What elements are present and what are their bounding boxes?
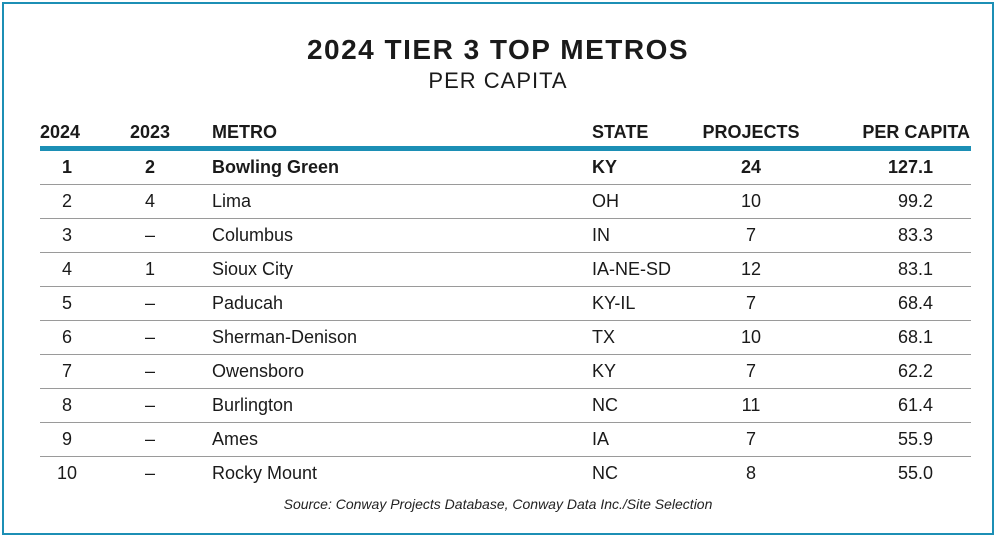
cell-rank-2023: – <box>144 395 155 415</box>
cell-rank-2024: 2 <box>61 191 72 211</box>
table-row: 10 – Rocky Mount NC 8 55.0 <box>40 457 971 490</box>
cell-per-capita: 68.1 <box>897 327 933 347</box>
cell-projects: 24 <box>740 157 762 177</box>
table-body: 1 2 Bowling Green KY 24 127.1 2 4 Lima OH 10 99.2 3–… <box>40 151 971 490</box>
cell-projects: 11 <box>741 395 761 415</box>
cell-rank-2024: 4 <box>61 259 72 279</box>
source-note: Source: Conway Projects Database, Conway… <box>283 496 713 512</box>
cell-metro: Lima <box>212 191 252 211</box>
cell-rank-2024: 5 <box>61 293 72 313</box>
cell-state: IN <box>592 225 610 245</box>
header-2023: 2023 <box>129 122 171 142</box>
table-row: 3 – Columbus IN 7 83.3 <box>40 219 971 253</box>
cell-projects: 10 <box>740 191 762 211</box>
cell-state: IA <box>592 429 610 449</box>
cell-per-capita: 61.4 <box>897 395 933 415</box>
cell-state: OH <box>592 191 619 211</box>
table-row: 9 – Ames IA 7 55.9 <box>40 423 971 457</box>
header-metro: METRO <box>212 122 277 142</box>
cell-per-capita: 99.2 <box>897 191 933 211</box>
cell-projects: 7 <box>745 429 756 449</box>
cell-metro: Sioux City <box>212 259 294 279</box>
cell-rank-2023: – <box>144 463 155 483</box>
cell-projects: 8 <box>745 463 756 483</box>
cell-per-capita: 62.2 <box>897 361 933 381</box>
cell-per-capita: 68.4 <box>897 293 933 313</box>
cell-rank-2024: 7 <box>61 361 72 381</box>
cell-metro: Rocky Mount <box>212 463 318 483</box>
table-row: 7 – Owensboro KY 7 62.2 <box>40 355 971 389</box>
cell-rank-2024: 6 <box>61 327 72 347</box>
cell-projects: 12 <box>740 259 762 279</box>
cell-rank-2024: 1 <box>61 157 72 177</box>
table-frame: 2024 TIER 3 TOP METROS PER CAPITA 2024 2… <box>2 2 994 535</box>
cell-per-capita: 83.1 <box>897 259 933 279</box>
cell-per-capita: 55.0 <box>897 463 933 483</box>
table-row: 8 – Burlington NC 11 61.4 <box>40 389 971 423</box>
cell-projects: 7 <box>745 293 756 313</box>
cell-rank-2023: – <box>144 361 155 381</box>
cell-metro: Owensboro <box>212 361 305 381</box>
cell-rank-2024: 3 <box>61 225 72 245</box>
cell-metro: Paducah <box>212 293 284 313</box>
cell-rank-2023: 4 <box>144 191 155 211</box>
cell-metro: Sherman-Denison <box>212 327 358 347</box>
cell-state: KY <box>592 157 618 177</box>
cell-metro: Burlington <box>212 395 294 415</box>
cell-rank-2024: 9 <box>61 429 72 449</box>
table-header: 2024 2023 METRO STATE PROJECTS PER CAPIT… <box>40 120 971 151</box>
cell-per-capita: 83.3 <box>897 225 933 245</box>
cell-metro: Bowling Green <box>212 157 340 177</box>
cell-rank-2023: – <box>144 429 155 449</box>
table-row: 5 – Paducah KY-IL 7 68.4 <box>40 287 971 321</box>
cell-metro: Ames <box>212 429 259 449</box>
cell-rank-2023: – <box>144 327 155 347</box>
rankings-table: 2024 2023 METRO STATE PROJECTS PER CAPIT… <box>40 120 971 490</box>
cell-projects: 7 <box>745 225 756 245</box>
header-2024: 2024 <box>40 122 81 142</box>
cell-state: NC <box>592 395 618 415</box>
table-row: 2 4 Lima OH 10 99.2 <box>40 185 971 219</box>
cell-rank-2023: 1 <box>144 259 155 279</box>
cell-state: TX <box>592 327 616 347</box>
table-title: 2024 TIER 3 TOP METROS <box>306 34 690 65</box>
table-row: 6 – Sherman-Denison TX 10 68.1 <box>40 321 971 355</box>
cell-projects: 7 <box>745 361 756 381</box>
header-per-capita: PER CAPITA <box>862 122 970 142</box>
cell-rank-2023: – <box>144 225 155 245</box>
cell-state: NC <box>592 463 618 483</box>
cell-metro: Columbus <box>212 225 294 245</box>
table-subtitle: PER CAPITA <box>428 68 568 93</box>
cell-rank-2023: – <box>144 293 155 313</box>
cell-state: KY-IL <box>592 293 636 313</box>
cell-per-capita: 127.1 <box>887 157 933 177</box>
cell-rank-2024: 8 <box>61 395 72 415</box>
cell-state: IA-NE-SD <box>592 259 672 279</box>
header-projects: PROJECTS <box>702 122 800 142</box>
cell-rank-2023: 2 <box>144 157 155 177</box>
table-row: 1 2 Bowling Green KY 24 127.1 <box>40 151 971 185</box>
cell-rank-2024: 10 <box>56 463 78 483</box>
table-row: 4 1 Sioux City IA-NE-SD 12 83.1 <box>40 253 971 287</box>
cell-state: KY <box>592 361 617 381</box>
cell-per-capita: 55.9 <box>897 429 933 449</box>
cell-projects: 10 <box>740 327 762 347</box>
header-state: STATE <box>592 122 649 142</box>
